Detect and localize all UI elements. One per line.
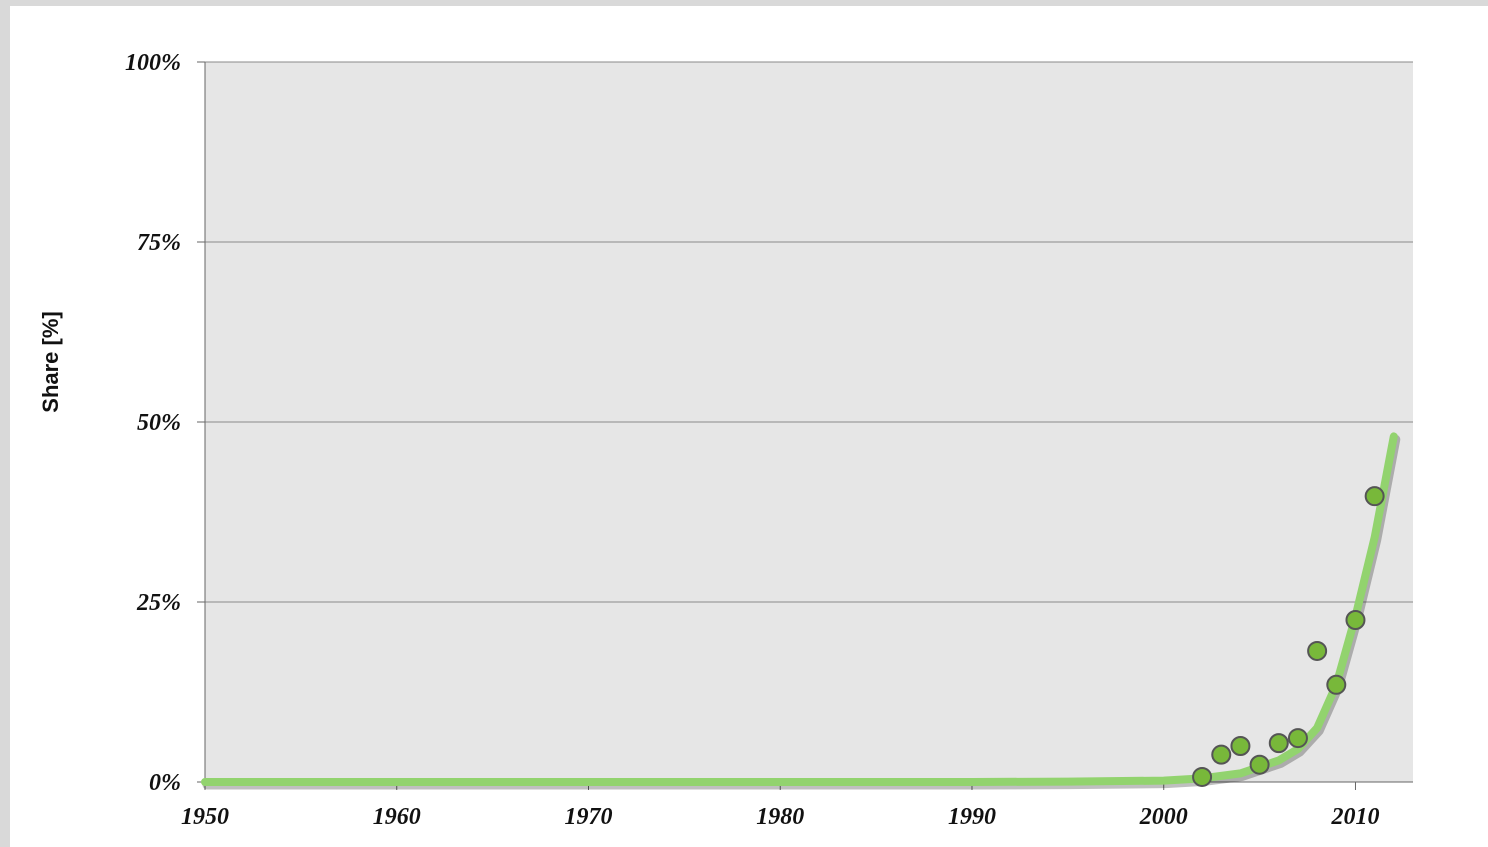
data-point — [1345, 610, 1366, 630]
y-tick-label: 50% — [137, 410, 181, 436]
x-tick-label: 1970 — [564, 804, 612, 830]
y-tick-label: 0% — [149, 770, 181, 796]
y-tick-label: 100% — [125, 50, 181, 76]
fit-line — [201, 432, 1398, 786]
data-point — [1307, 640, 1328, 661]
data-point — [1192, 766, 1213, 787]
x-tick-label: 1950 — [181, 804, 229, 830]
data-point — [1364, 486, 1385, 507]
data-point — [1326, 674, 1347, 695]
y-tick-label: 75% — [137, 230, 181, 256]
data-point — [1268, 733, 1289, 754]
x-tick-label: 2010 — [1330, 804, 1379, 830]
x-tick-label: 1980 — [756, 804, 804, 830]
x-tick-label: 1960 — [373, 804, 421, 830]
data-point — [1230, 736, 1251, 756]
x-tick-label: 2000 — [1139, 804, 1188, 830]
data-point — [1287, 728, 1308, 749]
y-tick-label: 25% — [136, 590, 181, 616]
x-tick-label: 1990 — [948, 804, 996, 830]
data-point — [1249, 754, 1270, 775]
y-axis-label: Share [%] — [38, 311, 63, 412]
data-point — [1211, 744, 1232, 765]
